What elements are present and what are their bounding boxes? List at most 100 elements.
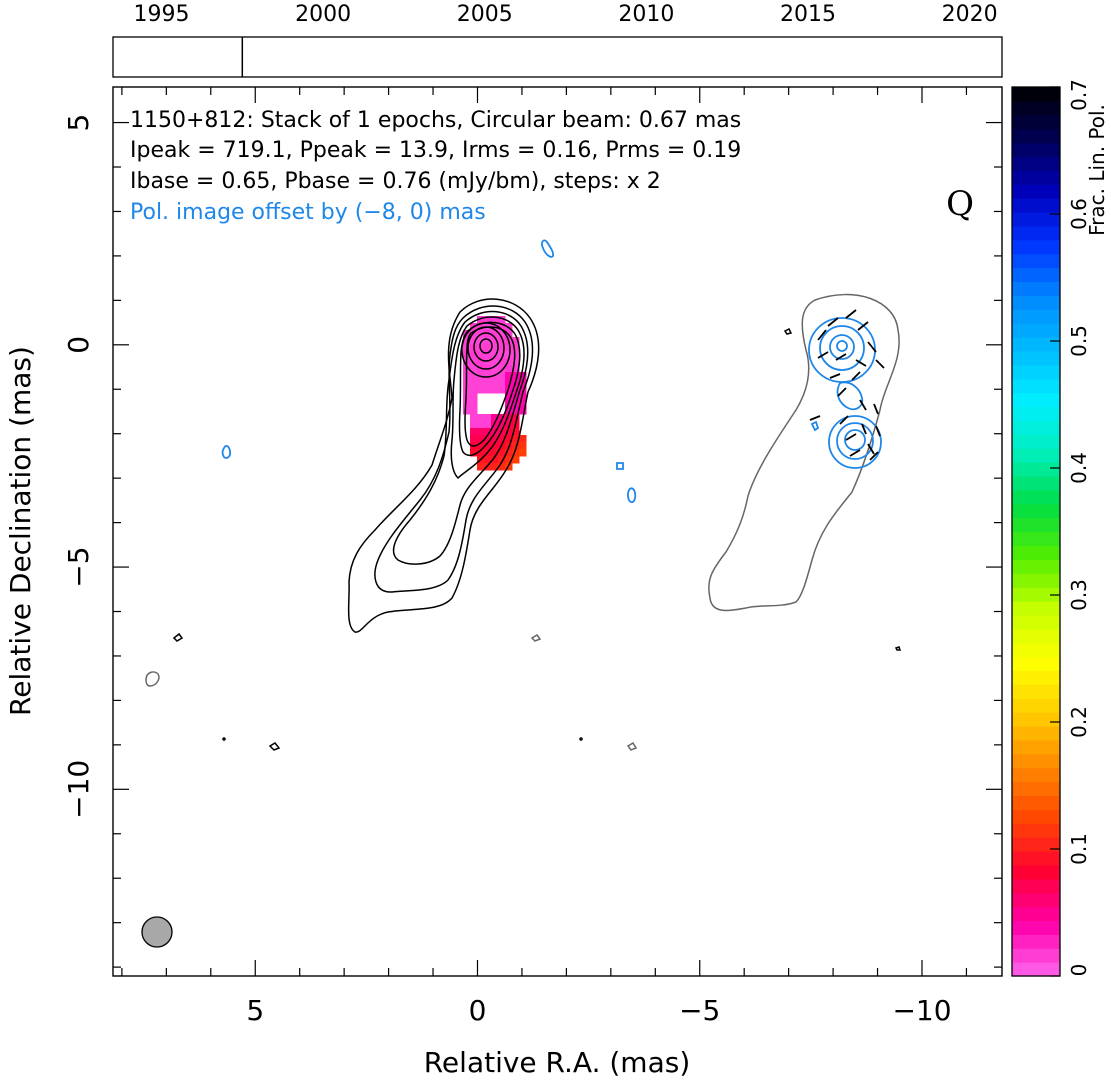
fracpol-pixel <box>519 372 527 380</box>
colorbar-step <box>1012 253 1060 269</box>
fracpol-pixel <box>491 456 499 464</box>
fracpol-pixel <box>470 372 478 380</box>
fracpol-pixel <box>505 435 513 443</box>
evpa-tick <box>859 399 867 411</box>
fracpol-pixel <box>491 316 499 324</box>
evpa-tick <box>817 351 829 359</box>
fracpol-pixel <box>512 351 520 359</box>
colorbar-step <box>1012 920 1060 935</box>
colorbar-step <box>1012 892 1060 908</box>
colorbar-step <box>1012 142 1060 158</box>
map-panel: 5 0 −5 −10 5 0 −5 −10 1150+812: Stack of 1 epo… <box>62 86 1003 1027</box>
fracpol-pixel <box>498 372 506 380</box>
colorbar-step <box>1012 281 1060 296</box>
evpa-tick <box>817 329 827 341</box>
contour-level-7 <box>461 322 511 378</box>
colorbar-tick-label: 0.1 <box>1067 833 1091 865</box>
colorbar-step <box>1012 364 1060 380</box>
fracpol-pixel <box>498 316 506 324</box>
fracpol-pixel <box>484 358 492 366</box>
fracpol-pixel <box>498 379 506 387</box>
y-tick-label: 0 <box>62 336 95 354</box>
pol-noise-4 <box>627 487 637 504</box>
plot-frame <box>112 86 1003 977</box>
colorbar-step <box>1012 489 1060 505</box>
pol-noise-3 <box>616 462 624 470</box>
fracpol-pixel <box>484 316 492 324</box>
fracpol-pixel <box>512 386 520 394</box>
fracpol-pixel <box>477 449 485 457</box>
fracpol-pixel <box>470 421 478 429</box>
colorbar-tick-label: 0.7 <box>1067 79 1091 111</box>
fracpol-pixel <box>512 337 520 345</box>
fracpol-pixel <box>477 386 485 394</box>
fracpol-pixel <box>505 344 513 352</box>
fracpol-pixel <box>505 393 513 401</box>
evpa-tick <box>861 423 867 435</box>
colorbar-tick-label: 0 <box>1067 964 1091 977</box>
pol-contour-core-3 <box>829 334 855 360</box>
fracpol-pixel <box>519 400 527 408</box>
restoring-beam <box>141 916 173 948</box>
colorbar-step <box>1012 434 1060 449</box>
colorbar-tick-label: 0.2 <box>1067 706 1091 738</box>
fracpol-pixel <box>491 358 499 366</box>
colorbar-step <box>1012 670 1060 685</box>
fracpol-pixel <box>512 414 520 422</box>
fracpol-pixel <box>512 407 520 415</box>
fracpol-pixel <box>505 414 513 422</box>
colorbar-tick-label: 0.6 <box>1067 198 1091 230</box>
x-tick-label: −10 <box>892 994 951 1027</box>
contour-isolated-3 <box>783 327 793 335</box>
colorbar-step <box>1012 448 1060 463</box>
pol-contour-jet-3 <box>844 429 866 451</box>
fracpol-pixel <box>512 344 520 352</box>
colorbar-step <box>1012 642 1060 658</box>
y-tick-labels: 5 0 −5 −10 <box>62 114 95 819</box>
colorbar-step <box>1012 392 1060 408</box>
colorbar-step <box>1012 239 1060 255</box>
fracpol-pixel <box>484 442 492 450</box>
contour-isolated-4 <box>894 646 902 651</box>
colorbar-step <box>1012 225 1060 241</box>
fracpol-pixel <box>463 407 471 415</box>
colorbar-tick-label: 0.5 <box>1067 325 1091 357</box>
evpa-vectors <box>809 309 885 461</box>
fracpol-pixel <box>498 344 506 352</box>
contour-isolated-2 <box>268 742 281 751</box>
colorbar-step <box>1012 114 1060 130</box>
contour-isolated-5 <box>222 737 226 741</box>
fracpol-pixel <box>512 435 520 443</box>
evpa-tick <box>837 387 847 397</box>
fracpol-pixel <box>470 428 478 436</box>
colorbar-step <box>1012 87 1060 102</box>
colorbar-step <box>1012 531 1060 546</box>
fracpol-pixel <box>512 372 520 380</box>
fracpol-pixel <box>477 358 485 366</box>
annotation-line-2: Ipeak = 719.1, Ppeak = 13.9, Irms = 0.16… <box>130 138 741 163</box>
y-axis-title: Relative Declination (mas) <box>4 346 37 716</box>
fracpol-pixel <box>491 344 499 352</box>
colorbar-step <box>1012 614 1060 630</box>
fracpol-pixel <box>477 323 485 331</box>
colorbar-step <box>1012 809 1060 824</box>
colorbar-ticks: 0 0.1 0.2 0.3 0.4 0.5 0.6 0.7 <box>1050 79 1091 977</box>
colorbar-step <box>1012 323 1060 338</box>
contour-level-3 <box>392 310 529 565</box>
contour-isolated-6 <box>579 737 583 741</box>
evpa-tick <box>809 415 821 421</box>
fracpol-pixel <box>519 407 527 415</box>
contour-isolated-1 <box>172 632 184 642</box>
colorbar-step <box>1012 475 1060 491</box>
colorbar-step <box>1012 628 1060 644</box>
fracpol-pixel <box>498 365 506 373</box>
offset-noise-3 <box>626 741 638 751</box>
evpa-tick <box>845 309 857 319</box>
fracpol-pixel <box>519 449 527 457</box>
annotation-line-4: Pol. image offset by (−8, 0) mas <box>130 200 486 225</box>
fracpol-pixel <box>477 435 485 443</box>
contour-level-9 <box>473 332 499 362</box>
colorbar-step <box>1012 684 1060 699</box>
colorbar-step <box>1012 198 1060 213</box>
annotation-line-3: Ibase = 0.65, Pbase = 0.76 (mJy/bm), ste… <box>130 169 661 194</box>
